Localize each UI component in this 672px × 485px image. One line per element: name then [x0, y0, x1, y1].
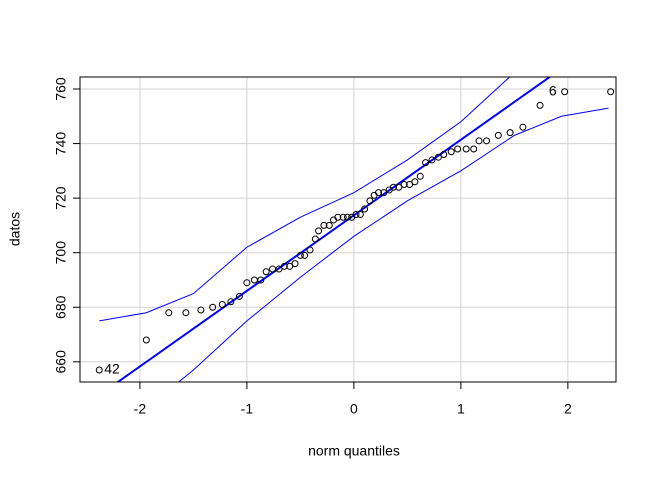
- point: [306, 246, 314, 254]
- point: [406, 180, 414, 188]
- point-label: 42: [104, 361, 120, 377]
- point: [447, 148, 455, 156]
- point: [218, 301, 226, 309]
- point: [227, 298, 235, 306]
- point: [257, 276, 265, 284]
- point: [506, 129, 514, 137]
- point: [325, 221, 333, 229]
- x-tick-label: 2: [564, 401, 572, 417]
- point: [380, 189, 388, 197]
- x-tick-label: 1: [457, 401, 465, 417]
- point: [339, 213, 347, 221]
- envelope-lower: [177, 107, 609, 382]
- point: [411, 178, 419, 186]
- x-tick-label: -1: [241, 401, 254, 417]
- point: [483, 137, 491, 145]
- point: [470, 145, 478, 153]
- envelope-upper: [99, 77, 511, 322]
- point: [561, 88, 569, 96]
- point: [462, 145, 470, 153]
- plot-frame: [79, 76, 617, 383]
- reference-line: [116, 77, 552, 382]
- y-tick-label: 740: [53, 132, 69, 156]
- point: [356, 210, 364, 218]
- point: [366, 197, 374, 205]
- y-tick-label: 700: [53, 241, 69, 265]
- plot-area: [99, 77, 609, 382]
- point: [269, 265, 277, 273]
- point: [422, 159, 430, 167]
- x-tick-label: -2: [134, 401, 147, 417]
- point: [197, 306, 205, 314]
- point: [395, 183, 403, 191]
- y-tick-label: 760: [53, 77, 69, 101]
- point: [280, 262, 288, 270]
- point: [296, 251, 304, 259]
- point: [400, 180, 408, 188]
- point: [142, 336, 150, 344]
- y-tick-label: 680: [53, 295, 69, 319]
- point: [182, 309, 190, 317]
- point: [209, 303, 217, 311]
- y-tick-label: 660: [53, 350, 69, 374]
- point: [475, 137, 483, 145]
- y-axis-label: datos: [7, 212, 23, 246]
- point: [311, 235, 319, 243]
- point: [165, 309, 173, 317]
- point: [275, 265, 283, 273]
- point: [454, 145, 462, 153]
- point: [262, 268, 270, 276]
- point: [536, 101, 544, 109]
- point: [334, 213, 342, 221]
- x-tick-label: 0: [350, 401, 358, 417]
- point: [428, 156, 436, 164]
- point: [374, 189, 382, 197]
- point: [286, 262, 294, 270]
- point: [440, 150, 448, 158]
- point: [301, 251, 309, 259]
- point: [250, 276, 258, 284]
- point: [95, 366, 103, 374]
- point: [416, 172, 424, 180]
- point: [494, 131, 502, 139]
- point: [235, 292, 243, 300]
- point: [343, 213, 351, 221]
- point: [352, 210, 360, 218]
- point: [315, 227, 323, 235]
- point-label: 6: [549, 82, 557, 98]
- point: [389, 183, 397, 191]
- x-axis-label: norm quantiles: [308, 443, 400, 459]
- point: [519, 123, 527, 131]
- point: [291, 260, 299, 268]
- point: [434, 153, 442, 161]
- y-tick-label: 720: [53, 186, 69, 210]
- point: [607, 88, 615, 96]
- point: [361, 205, 369, 213]
- point: [320, 221, 328, 229]
- point: [243, 279, 251, 287]
